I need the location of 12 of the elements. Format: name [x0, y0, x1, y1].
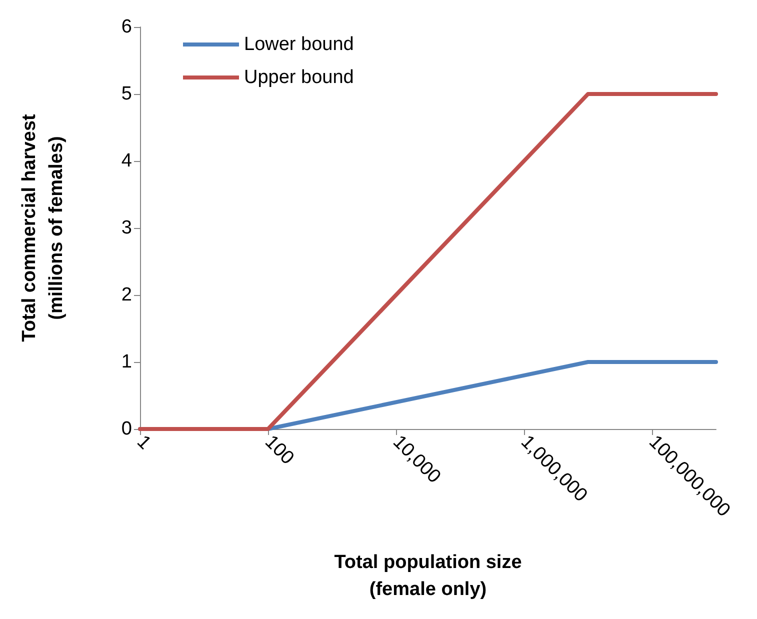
- y-tick-label: 0: [121, 418, 132, 440]
- legend-label: Lower bound: [244, 34, 354, 55]
- y-tick-label: 3: [121, 218, 132, 238]
- y-axis-title: Total commercial harvest (millions of females): [19, 113, 67, 342]
- legend-label: Upper bound: [244, 67, 354, 88]
- x-axis-title: Total population size (female only): [334, 552, 522, 600]
- y-tick-label: 5: [121, 84, 132, 104]
- y-tick-label: 4: [121, 150, 132, 172]
- y-tick-label: 2: [121, 284, 132, 306]
- y-tick-label: 6: [121, 16, 132, 38]
- x-tick-label: 100: [260, 432, 298, 469]
- y-tick-label: 1: [121, 352, 132, 372]
